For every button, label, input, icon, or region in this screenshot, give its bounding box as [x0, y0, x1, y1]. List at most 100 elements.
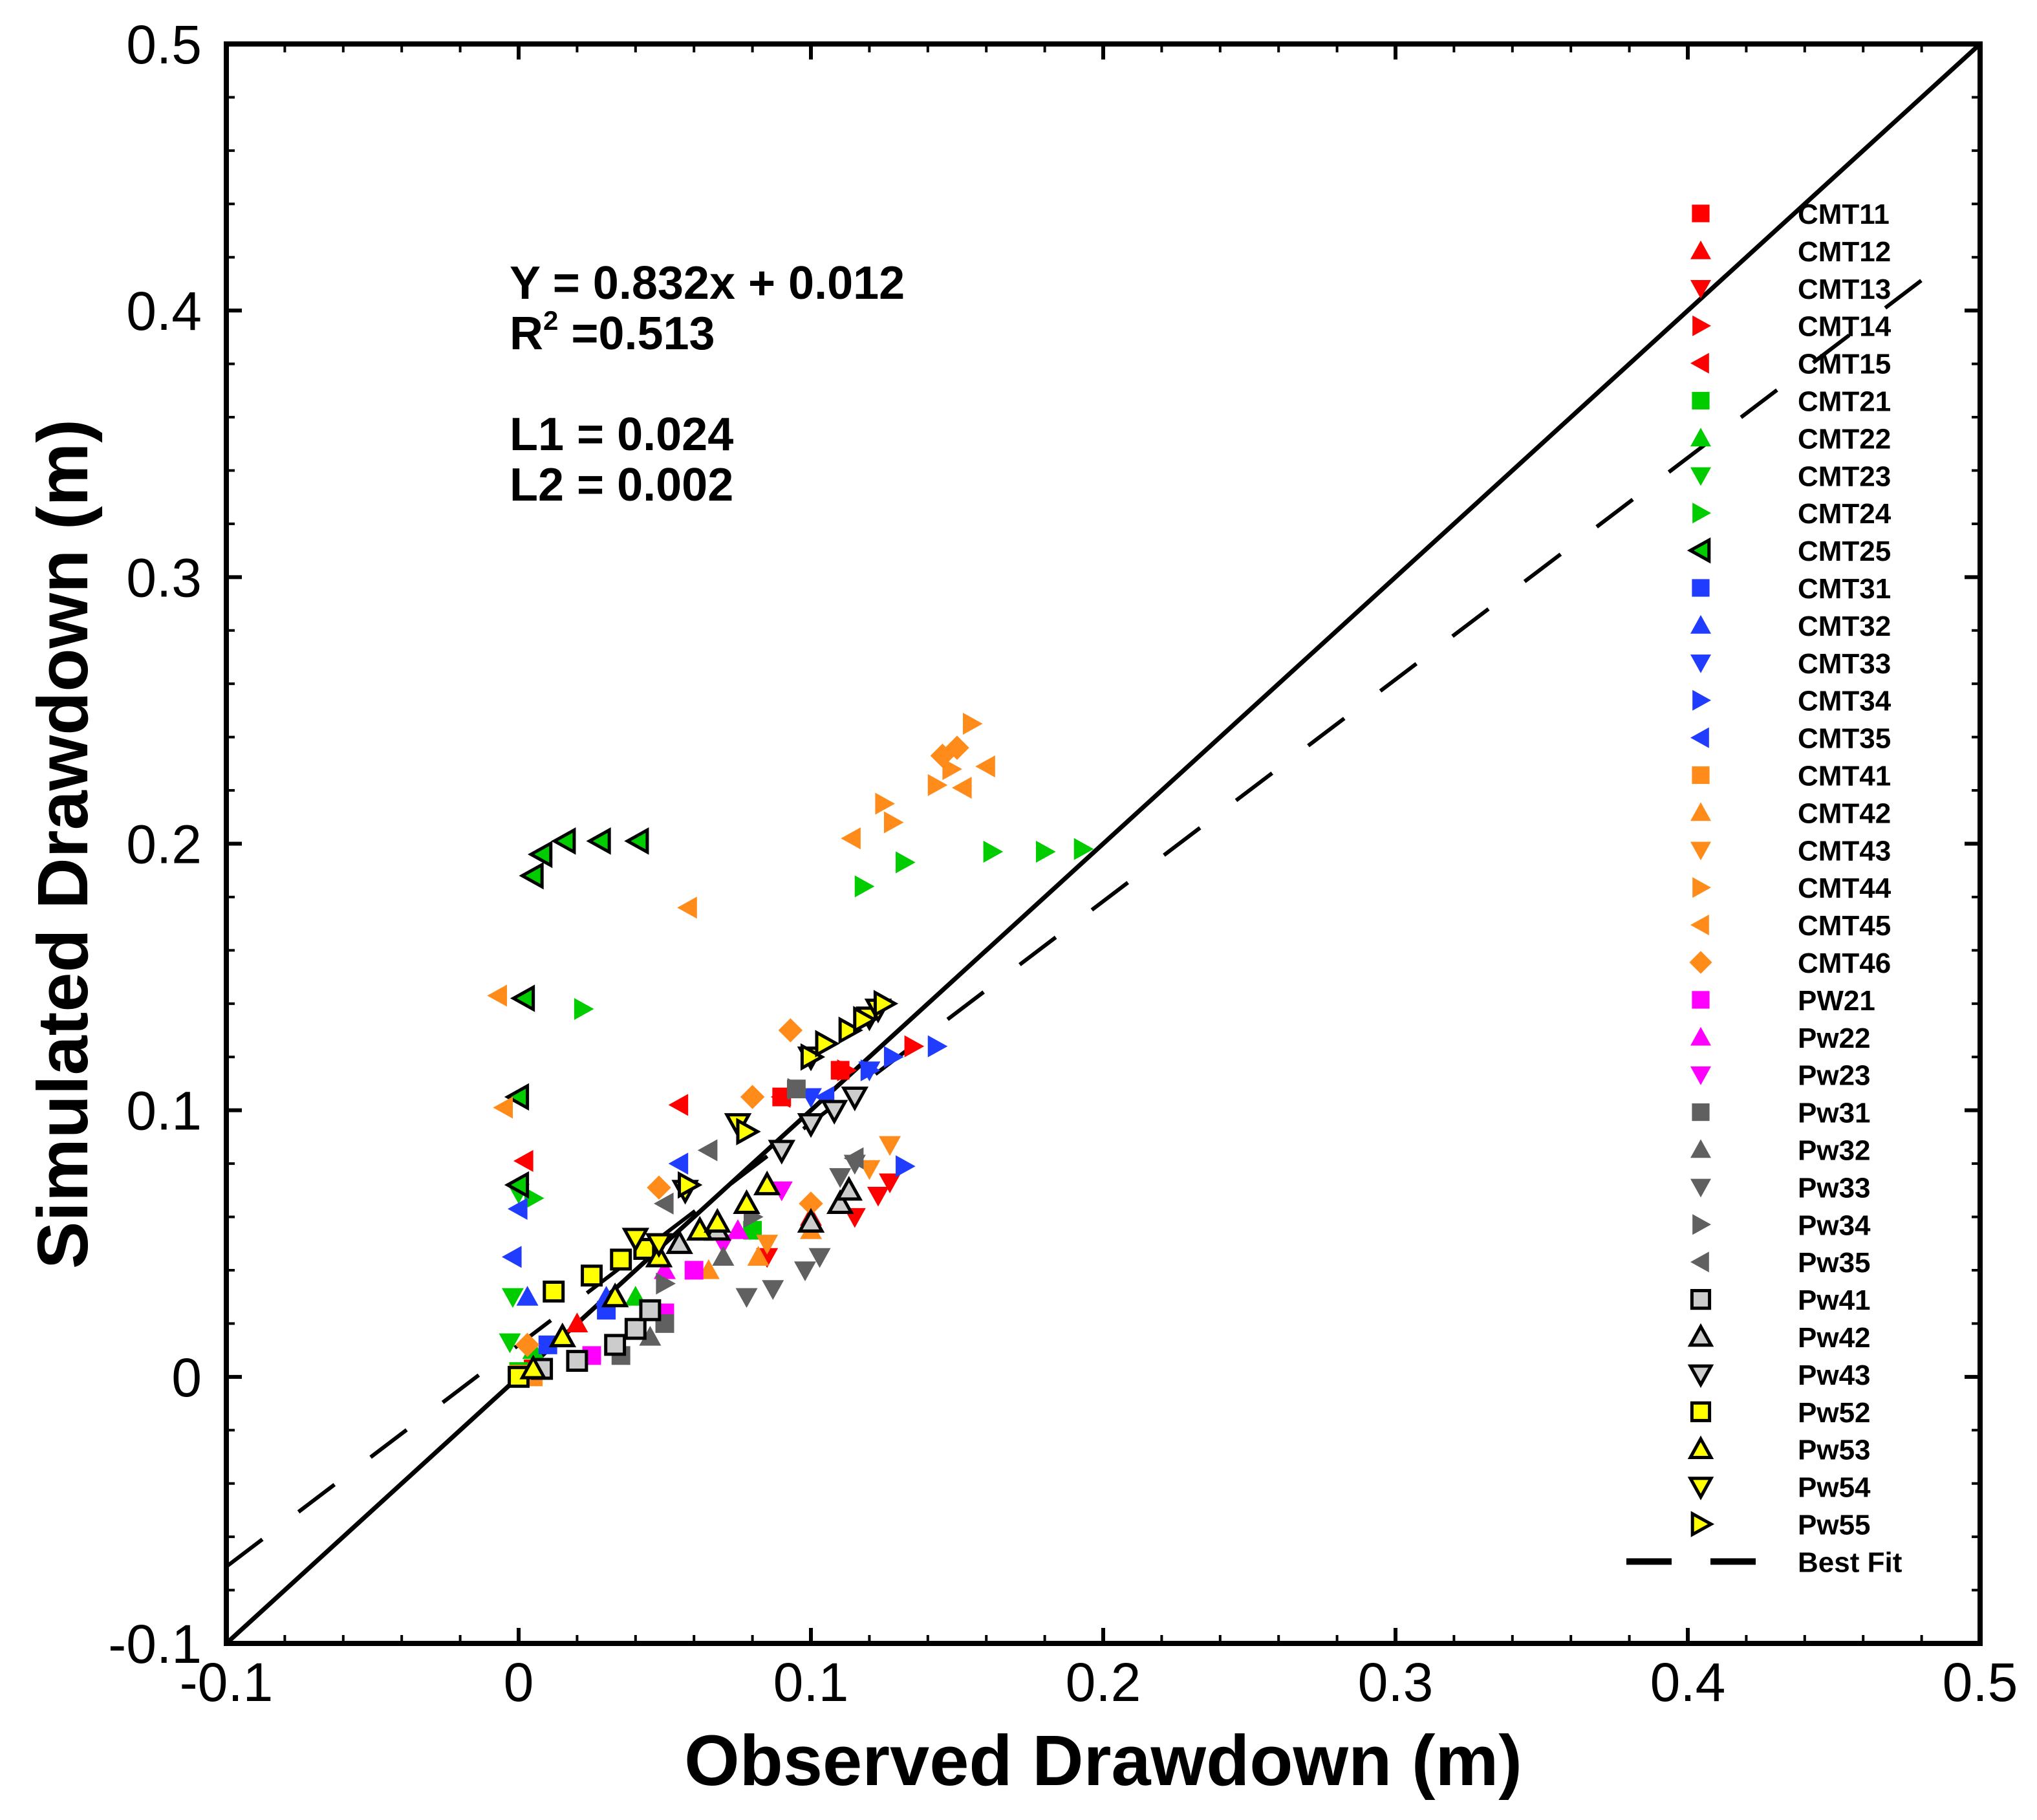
legend-item-pw55: Pw55	[1690, 1510, 1871, 1541]
legend-item-pw53: Pw53	[1687, 1435, 1871, 1466]
legend-marker	[1692, 204, 1710, 222]
series-cmt24	[524, 838, 1094, 1209]
axis-ticks-layer	[224, 42, 1982, 1645]
legend-label: Pw32	[1798, 1135, 1871, 1167]
x-tick-label: 0.1	[773, 1652, 849, 1713]
data-point	[601, 1283, 629, 1308]
legend-label: CMT23	[1798, 460, 1891, 492]
data-point	[860, 1059, 881, 1081]
data-point	[513, 1149, 534, 1172]
legend-marker	[1692, 1103, 1710, 1121]
data-point	[896, 1155, 916, 1178]
data-point	[499, 1333, 521, 1354]
legend-label: CMT14	[1798, 311, 1891, 343]
legend-marker	[1689, 951, 1712, 974]
data-point	[647, 1175, 671, 1200]
legend-item-cmt44: CMT44	[1692, 872, 1891, 904]
legend-item-cmt24: CMT24	[1692, 498, 1891, 530]
data-point	[510, 984, 535, 1012]
legend-marker	[1687, 1364, 1714, 1389]
legend-label: CMT32	[1798, 611, 1891, 642]
legend-item-cmt22: CMT22	[1690, 423, 1891, 455]
legend-marker	[1690, 428, 1711, 447]
legend-marker	[1692, 689, 1711, 711]
data-point	[826, 1189, 854, 1215]
legend-label: Pw54	[1798, 1472, 1871, 1504]
legend-item-cmt41: CMT41	[1692, 761, 1891, 792]
legend-label: Pw41	[1798, 1284, 1871, 1316]
data-point	[867, 1186, 889, 1207]
data-point	[685, 1215, 714, 1241]
legend-marker	[1690, 1139, 1711, 1158]
data-point	[639, 1326, 662, 1346]
l1-norm: L1 = 0.024	[510, 409, 733, 460]
data-point	[508, 1198, 528, 1220]
legend-label: Pw23	[1798, 1060, 1871, 1092]
data-point	[668, 1094, 689, 1116]
data-point	[677, 896, 697, 919]
data-point	[927, 1035, 948, 1057]
legend-marker	[1690, 614, 1711, 634]
legend-label: Pw42	[1798, 1322, 1871, 1354]
legend-label: CMT46	[1798, 948, 1891, 979]
data-point	[487, 984, 507, 1007]
legend-marker	[1690, 727, 1709, 748]
legend-item-cmt21: CMT21	[1692, 386, 1891, 418]
legend-marker	[1692, 877, 1711, 898]
legend-label: CMT41	[1798, 761, 1891, 792]
data-point	[504, 1083, 530, 1111]
data-point	[736, 1118, 761, 1145]
legend-item-cmt33: CMT33	[1690, 648, 1891, 680]
data-point	[519, 861, 544, 890]
data-point	[551, 827, 576, 855]
legend-label: Pw34	[1798, 1209, 1871, 1241]
legend-item-cmt34: CMT34	[1692, 686, 1891, 717]
data-point	[524, 1187, 544, 1209]
data-point	[883, 1046, 904, 1068]
legend-item-pw52: Pw52	[1690, 1397, 1871, 1429]
legend-label: Pw35	[1798, 1247, 1871, 1279]
data-point	[762, 1280, 784, 1300]
data-point	[604, 1334, 627, 1356]
data-point	[800, 1043, 826, 1071]
legend-label: CMT35	[1798, 723, 1891, 755]
legend-item-cmt25: CMT25	[1687, 536, 1891, 567]
data-point	[712, 1246, 735, 1266]
legend-marker	[1687, 1477, 1714, 1500]
x-tick-label: -0.1	[180, 1652, 274, 1713]
legend-item-cmt11: CMT11	[1692, 199, 1890, 230]
data-point	[668, 1153, 689, 1175]
data-point	[843, 1147, 864, 1169]
data-point	[904, 1035, 925, 1057]
data-point	[733, 1189, 760, 1215]
legend-marker	[1692, 579, 1710, 597]
data-point	[574, 998, 594, 1021]
legend-item-cmt13: CMT13	[1690, 274, 1891, 305]
data-point	[543, 1280, 565, 1303]
data-point	[896, 851, 916, 874]
legend-item-pw21: PW21	[1692, 985, 1875, 1017]
legend-item-pw22: Pw22	[1690, 1023, 1871, 1054]
legend-item-cmt23: CMT23	[1690, 460, 1891, 492]
axis-tick-labels-layer: -0.1 0 0.1 0.2 0.3 0.4 0.5 -0.1 0 0.1 0.2 0.3 0.4 0.5	[108, 14, 2018, 1713]
data-point	[656, 1272, 676, 1295]
data-point	[841, 827, 861, 850]
y-tick-label: 0.2	[126, 814, 202, 875]
series-cmt34	[860, 1035, 948, 1178]
series-cmt46	[515, 735, 969, 1358]
legend-label: CMT44	[1798, 872, 1891, 904]
data-point	[684, 1261, 704, 1280]
legend-marker	[1692, 766, 1710, 785]
x-tick-label: 0.3	[1358, 1652, 1434, 1713]
legend-marker	[1690, 1178, 1711, 1198]
data-point	[566, 1350, 588, 1372]
data-point	[879, 1173, 901, 1193]
legend-label: Pw22	[1798, 1023, 1871, 1054]
data-point	[975, 755, 995, 777]
data-point	[654, 1192, 674, 1215]
data-point	[853, 1006, 878, 1034]
legend-item-cmt14: CMT14	[1692, 311, 1891, 343]
legend-label: Pw55	[1798, 1510, 1871, 1541]
legend-item-pw41: Pw41	[1690, 1284, 1871, 1316]
legend-label: Pw33	[1798, 1172, 1871, 1204]
